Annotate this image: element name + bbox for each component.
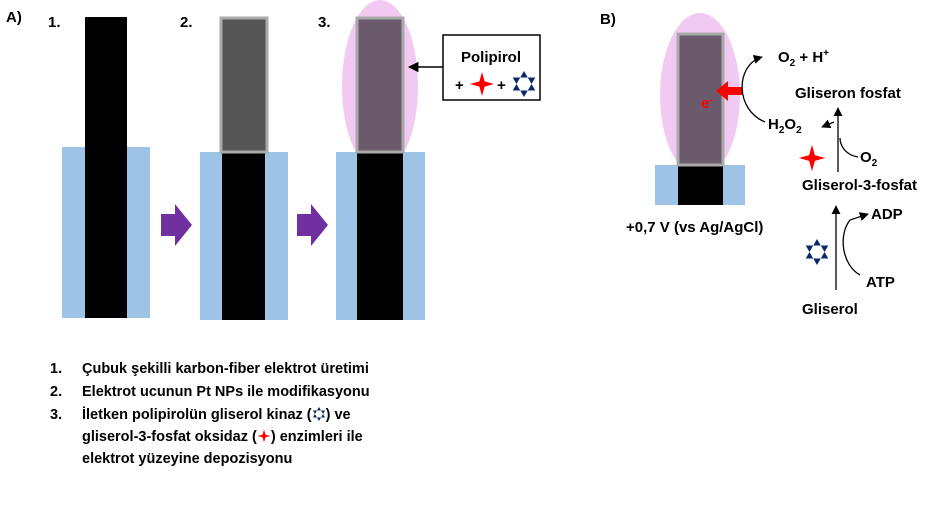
item-number: 2. [50, 384, 63, 400]
atp: ATP [866, 274, 895, 291]
electrode-3 [336, 0, 425, 320]
legend: 1. Çubuk şekilli karbon-fiber elektrot ü… [50, 358, 380, 471]
blue-star [805, 239, 829, 265]
electrode-1 [62, 17, 150, 318]
panel-label: B) [600, 11, 616, 28]
item-text: Çubuk şekilli karbon-fiber elektrot üret… [82, 361, 369, 377]
arrow [161, 204, 192, 246]
red-star-icon [257, 429, 271, 443]
curve [839, 137, 859, 158]
step-label: 2. [180, 14, 193, 31]
gliseron-fosfat: Gliseron fosfat [795, 85, 901, 102]
peroxide: H2O2 [768, 116, 802, 136]
arrow [297, 204, 328, 246]
plus: + [497, 77, 506, 94]
box-title: Polipirol [461, 49, 521, 66]
curve [842, 212, 869, 276]
legend-item: 1. Çubuk şekilli karbon-fiber elektrot ü… [50, 358, 380, 380]
step-label: 3. [318, 14, 331, 31]
adp: ADP [871, 206, 903, 223]
blue-star-icon [312, 407, 325, 421]
text-part: ) enzimleri ile elektrot yüzeyine depozi… [82, 429, 363, 467]
item-number: 3. [50, 407, 63, 423]
legend-item: 2. Elektrot ucunun Pt NPs ile modifikasy… [50, 381, 380, 403]
step-label: 1. [48, 14, 61, 31]
electron-arrow [716, 81, 742, 101]
gliserol: Gliserol [802, 301, 858, 318]
text-part: ) ve gliserol-3-fosfat oksidaz ( [82, 407, 351, 445]
oxygen: O2 [860, 149, 878, 169]
electron: e- [701, 95, 712, 112]
gliserol-3-fosfat: Gliserol-3-fosfat [802, 177, 917, 194]
red-star [798, 144, 826, 172]
plus: + [455, 77, 464, 94]
curved-arrow [741, 54, 766, 123]
electrode-2 [200, 16, 288, 320]
item-text: İletken polipirolün gliserol kinaz () ve… [82, 404, 380, 470]
item-number: 1. [50, 361, 63, 377]
products: O2 + H+ [778, 48, 829, 69]
polypyrrole-box [442, 34, 541, 101]
text-part: İletken polipirolün gliserol kinaz ( [82, 407, 312, 423]
legend-item: 3. İletken polipirolün gliserol kinaz ()… [50, 404, 380, 470]
electrode-b [655, 13, 745, 205]
panel-label: A) [6, 9, 22, 26]
arrow [821, 119, 835, 129]
potential: +0,7 V (vs Ag/AgCl) [626, 219, 763, 236]
item-text: Elektrot ucunun Pt NPs ile modifikasyonu [82, 384, 370, 400]
